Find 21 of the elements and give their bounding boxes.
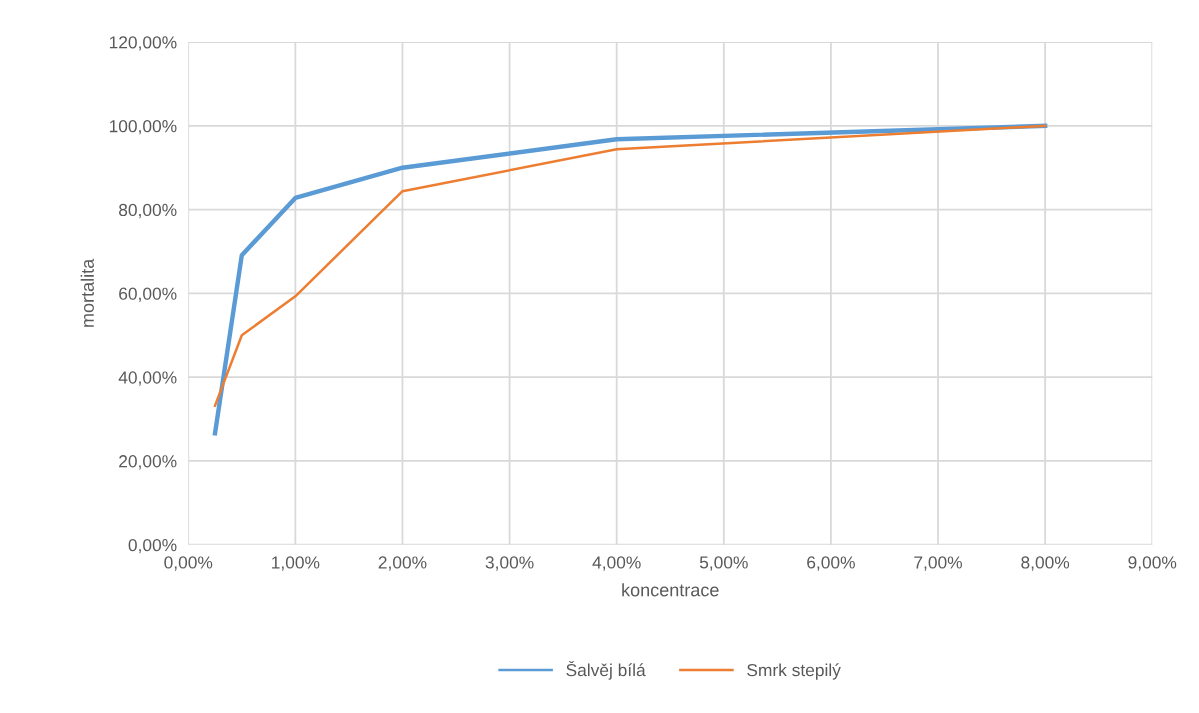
x-tick-label: 5,00% xyxy=(699,556,748,571)
y-axis-title: mortalita xyxy=(80,258,94,327)
x-tick-label: 4,00% xyxy=(592,556,641,571)
x-tick-label: 0,00% xyxy=(164,556,213,571)
y-tick-label: 0,00% xyxy=(128,538,177,554)
x-tick-label: 7,00% xyxy=(914,556,963,571)
y-tick-label: 120,00% xyxy=(109,36,177,51)
y-tick-label: 60,00% xyxy=(119,287,177,302)
x-tick-label: 6,00% xyxy=(807,556,855,571)
x-tick-label: 3,00% xyxy=(485,556,534,571)
x-tick-label: 8,00% xyxy=(1021,556,1070,571)
x-tick-label: 1,00% xyxy=(272,556,320,571)
y-tick-label: 20,00% xyxy=(119,455,177,470)
y-tick-label: 80,00% xyxy=(119,203,177,219)
legend-label: Smrk stepilý xyxy=(747,663,841,680)
x-tick-label: 9,00% xyxy=(1128,556,1177,571)
y-tick-label: 100,00% xyxy=(109,120,177,135)
x-axis-title: koncentrace xyxy=(622,583,719,597)
legend-label: Šalvěj bílá xyxy=(566,660,646,680)
y-tick-label: 40,00% xyxy=(118,371,177,386)
x-tick-label: 2,00% xyxy=(378,556,427,571)
